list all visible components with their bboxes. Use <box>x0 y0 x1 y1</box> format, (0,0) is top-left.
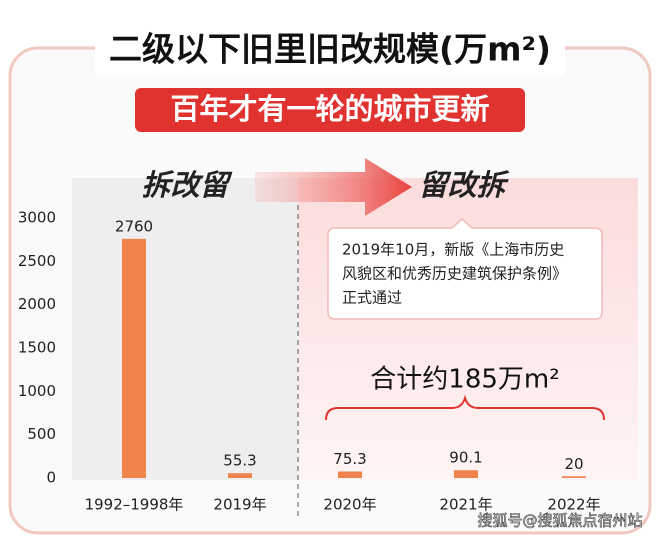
value-label: 20 <box>564 455 583 473</box>
subtitle-banner <box>135 88 525 132</box>
y-tick-label: 2500 <box>18 252 56 270</box>
bar <box>228 473 252 478</box>
phase-right-bg <box>298 178 638 480</box>
arrow <box>255 158 412 216</box>
bar <box>122 238 146 478</box>
y-tick-label: 1000 <box>18 382 56 400</box>
annotation-box <box>327 217 603 320</box>
y-tick-label: 1500 <box>18 339 56 357</box>
bar <box>454 470 478 478</box>
phase-left-bg <box>72 178 298 480</box>
value-label: 90.1 <box>449 449 482 467</box>
x-tick-label: 2021年 <box>439 496 492 514</box>
y-tick-label: 500 <box>27 425 56 443</box>
annotation: 风貌区和优秀历史建筑保护条例》 <box>342 265 567 283</box>
subtitle: 百年才有一轮的城市更新 <box>170 92 489 126</box>
x-tick-label: 2019年 <box>213 496 266 514</box>
value-label: 75.3 <box>333 450 366 468</box>
brace <box>325 394 605 421</box>
annotation: 正式通过 <box>342 289 402 307</box>
title-bg <box>95 25 565 75</box>
annotation: 2019年10月，新版《上海市历史 <box>342 241 564 259</box>
phase-label: 留改拆 <box>418 168 509 202</box>
value-label: 2760 <box>115 217 153 235</box>
bar <box>338 471 362 478</box>
x-tick-label: 2020年 <box>323 496 376 514</box>
y-tick-label: 0 <box>46 469 56 487</box>
watermark: 搜狐号@搜狐焦点宿州站 <box>477 512 642 530</box>
chart-title: 二级以下旧里旧改规模(万m²) <box>109 30 551 69</box>
y-tick-label: 3000 <box>18 209 56 227</box>
phase-label: 拆改留 <box>141 168 232 202</box>
total-label: 合计约185万m² <box>370 365 559 395</box>
bar <box>562 476 586 478</box>
x-tick-label: 1992–1998年 <box>85 496 184 514</box>
y-tick-label: 2000 <box>18 295 56 313</box>
x-tick-label: 2022年 <box>547 496 600 514</box>
value-label: 55.3 <box>223 452 256 470</box>
